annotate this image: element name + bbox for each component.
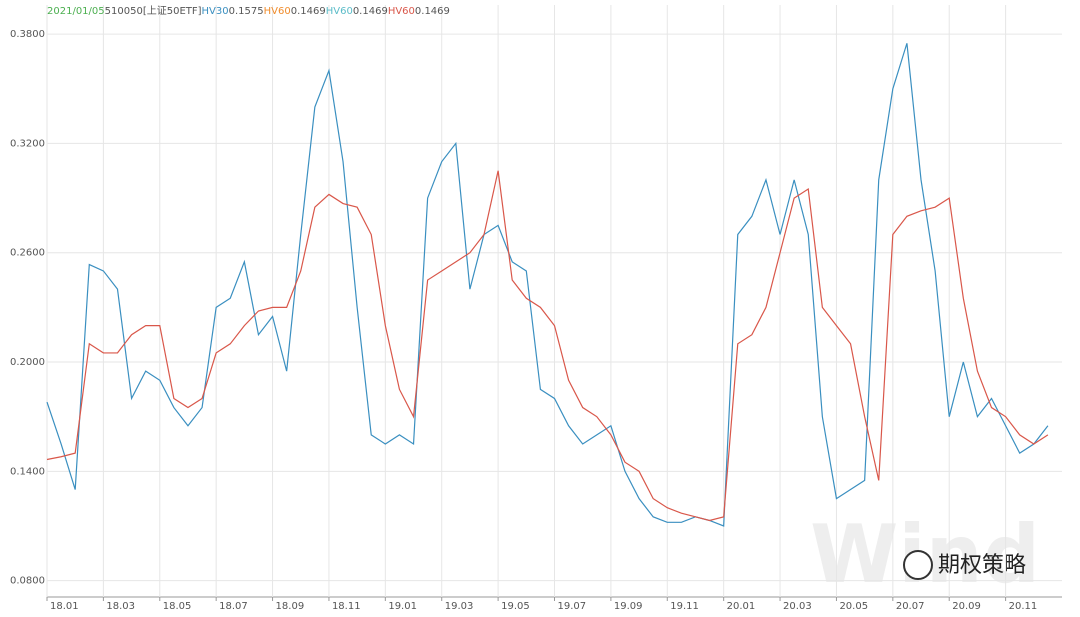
x-tick-label: 20.09 bbox=[952, 601, 981, 612]
x-tick-label: 19.09 bbox=[614, 601, 643, 612]
x-tick-label: 18.01 bbox=[50, 601, 79, 612]
readout-name: HV60 bbox=[326, 6, 353, 17]
x-tick-label: 18.09 bbox=[276, 601, 305, 612]
y-tick-label: 0.3800 bbox=[10, 29, 45, 40]
series-line bbox=[46, 43, 1049, 527]
x-tick-label: 18.07 bbox=[219, 601, 248, 612]
header-label: 510050[上证50ETF] bbox=[105, 5, 202, 17]
badge-icon bbox=[903, 550, 933, 580]
readout-name: HV60 bbox=[388, 6, 415, 17]
x-tick-label: 20.03 bbox=[783, 601, 812, 612]
x-tick-label: 19.03 bbox=[445, 601, 474, 612]
header-date: 2021/01/05 bbox=[47, 6, 105, 17]
y-tick-label: 0.3200 bbox=[10, 138, 45, 149]
readout-value: 0.1469 bbox=[353, 6, 388, 17]
badge: 期权策略 bbox=[938, 553, 1026, 578]
readout-value: 0.1469 bbox=[291, 6, 326, 17]
x-tick-label: 18.05 bbox=[163, 601, 192, 612]
x-tick-label: 20.11 bbox=[1009, 601, 1038, 612]
header: 2021/01/05510050[上证50ETF]HV300.1575HV600… bbox=[47, 5, 450, 17]
y-tick-label: 0.2000 bbox=[10, 357, 45, 368]
x-tick-label: 20.07 bbox=[896, 601, 925, 612]
x-tick-label: 20.01 bbox=[727, 601, 756, 612]
readout-value: 0.1575 bbox=[229, 6, 264, 17]
readout-value: 0.1469 bbox=[415, 6, 450, 17]
x-tick-label: 18.11 bbox=[332, 601, 361, 612]
y-tick-label: 0.2600 bbox=[10, 248, 45, 259]
readout-name: HV60 bbox=[264, 6, 291, 17]
readout-name: HV30 bbox=[202, 6, 229, 17]
y-tick-label: 0.0800 bbox=[10, 576, 45, 587]
y-tick-label: 0.1400 bbox=[10, 466, 45, 477]
x-tick-label: 20.05 bbox=[839, 601, 868, 612]
x-tick-label: 19.01 bbox=[388, 601, 417, 612]
x-tick-label: 18.03 bbox=[106, 601, 135, 612]
x-tick-label: 19.05 bbox=[501, 601, 530, 612]
series-line bbox=[46, 170, 1049, 522]
x-tick-label: 19.07 bbox=[558, 601, 587, 612]
x-tick-label: 19.11 bbox=[670, 601, 699, 612]
